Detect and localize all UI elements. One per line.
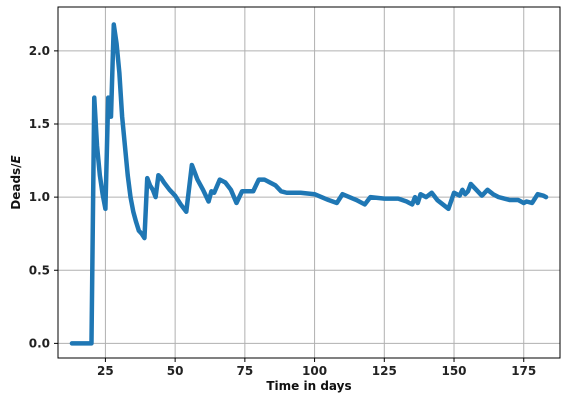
x-tick-label: 150 bbox=[441, 364, 466, 378]
axes-frame bbox=[57, 6, 561, 359]
grid bbox=[58, 7, 560, 358]
x-tick-label: 25 bbox=[97, 364, 114, 378]
ticks: 25 50 75 100 125 150 175 0.0 0.5 1.0 1.5 2.0 bbox=[29, 44, 537, 378]
x-tick-label: 175 bbox=[511, 364, 536, 378]
x-tick-label: 50 bbox=[167, 364, 184, 378]
y-tick-label: 0.0 bbox=[29, 336, 50, 350]
y-axis-title-text: Deads/ bbox=[9, 163, 23, 210]
x-tick-label: 75 bbox=[237, 364, 254, 378]
series-layer bbox=[69, 22, 549, 346]
y-axis-title: Deads/E bbox=[9, 154, 23, 209]
x-axis-title: Time in days bbox=[266, 379, 351, 393]
y-tick-label: 2.0 bbox=[29, 44, 50, 58]
x-tick-label: 100 bbox=[302, 364, 327, 378]
series-line bbox=[69, 22, 549, 346]
y-tick-label: 1.5 bbox=[29, 117, 50, 131]
y-tick-label: 0.5 bbox=[29, 263, 50, 277]
y-axis-title-symbol: E bbox=[9, 154, 23, 163]
x-tick-label: 125 bbox=[372, 364, 397, 378]
y-tick-label: 1.0 bbox=[29, 190, 50, 204]
